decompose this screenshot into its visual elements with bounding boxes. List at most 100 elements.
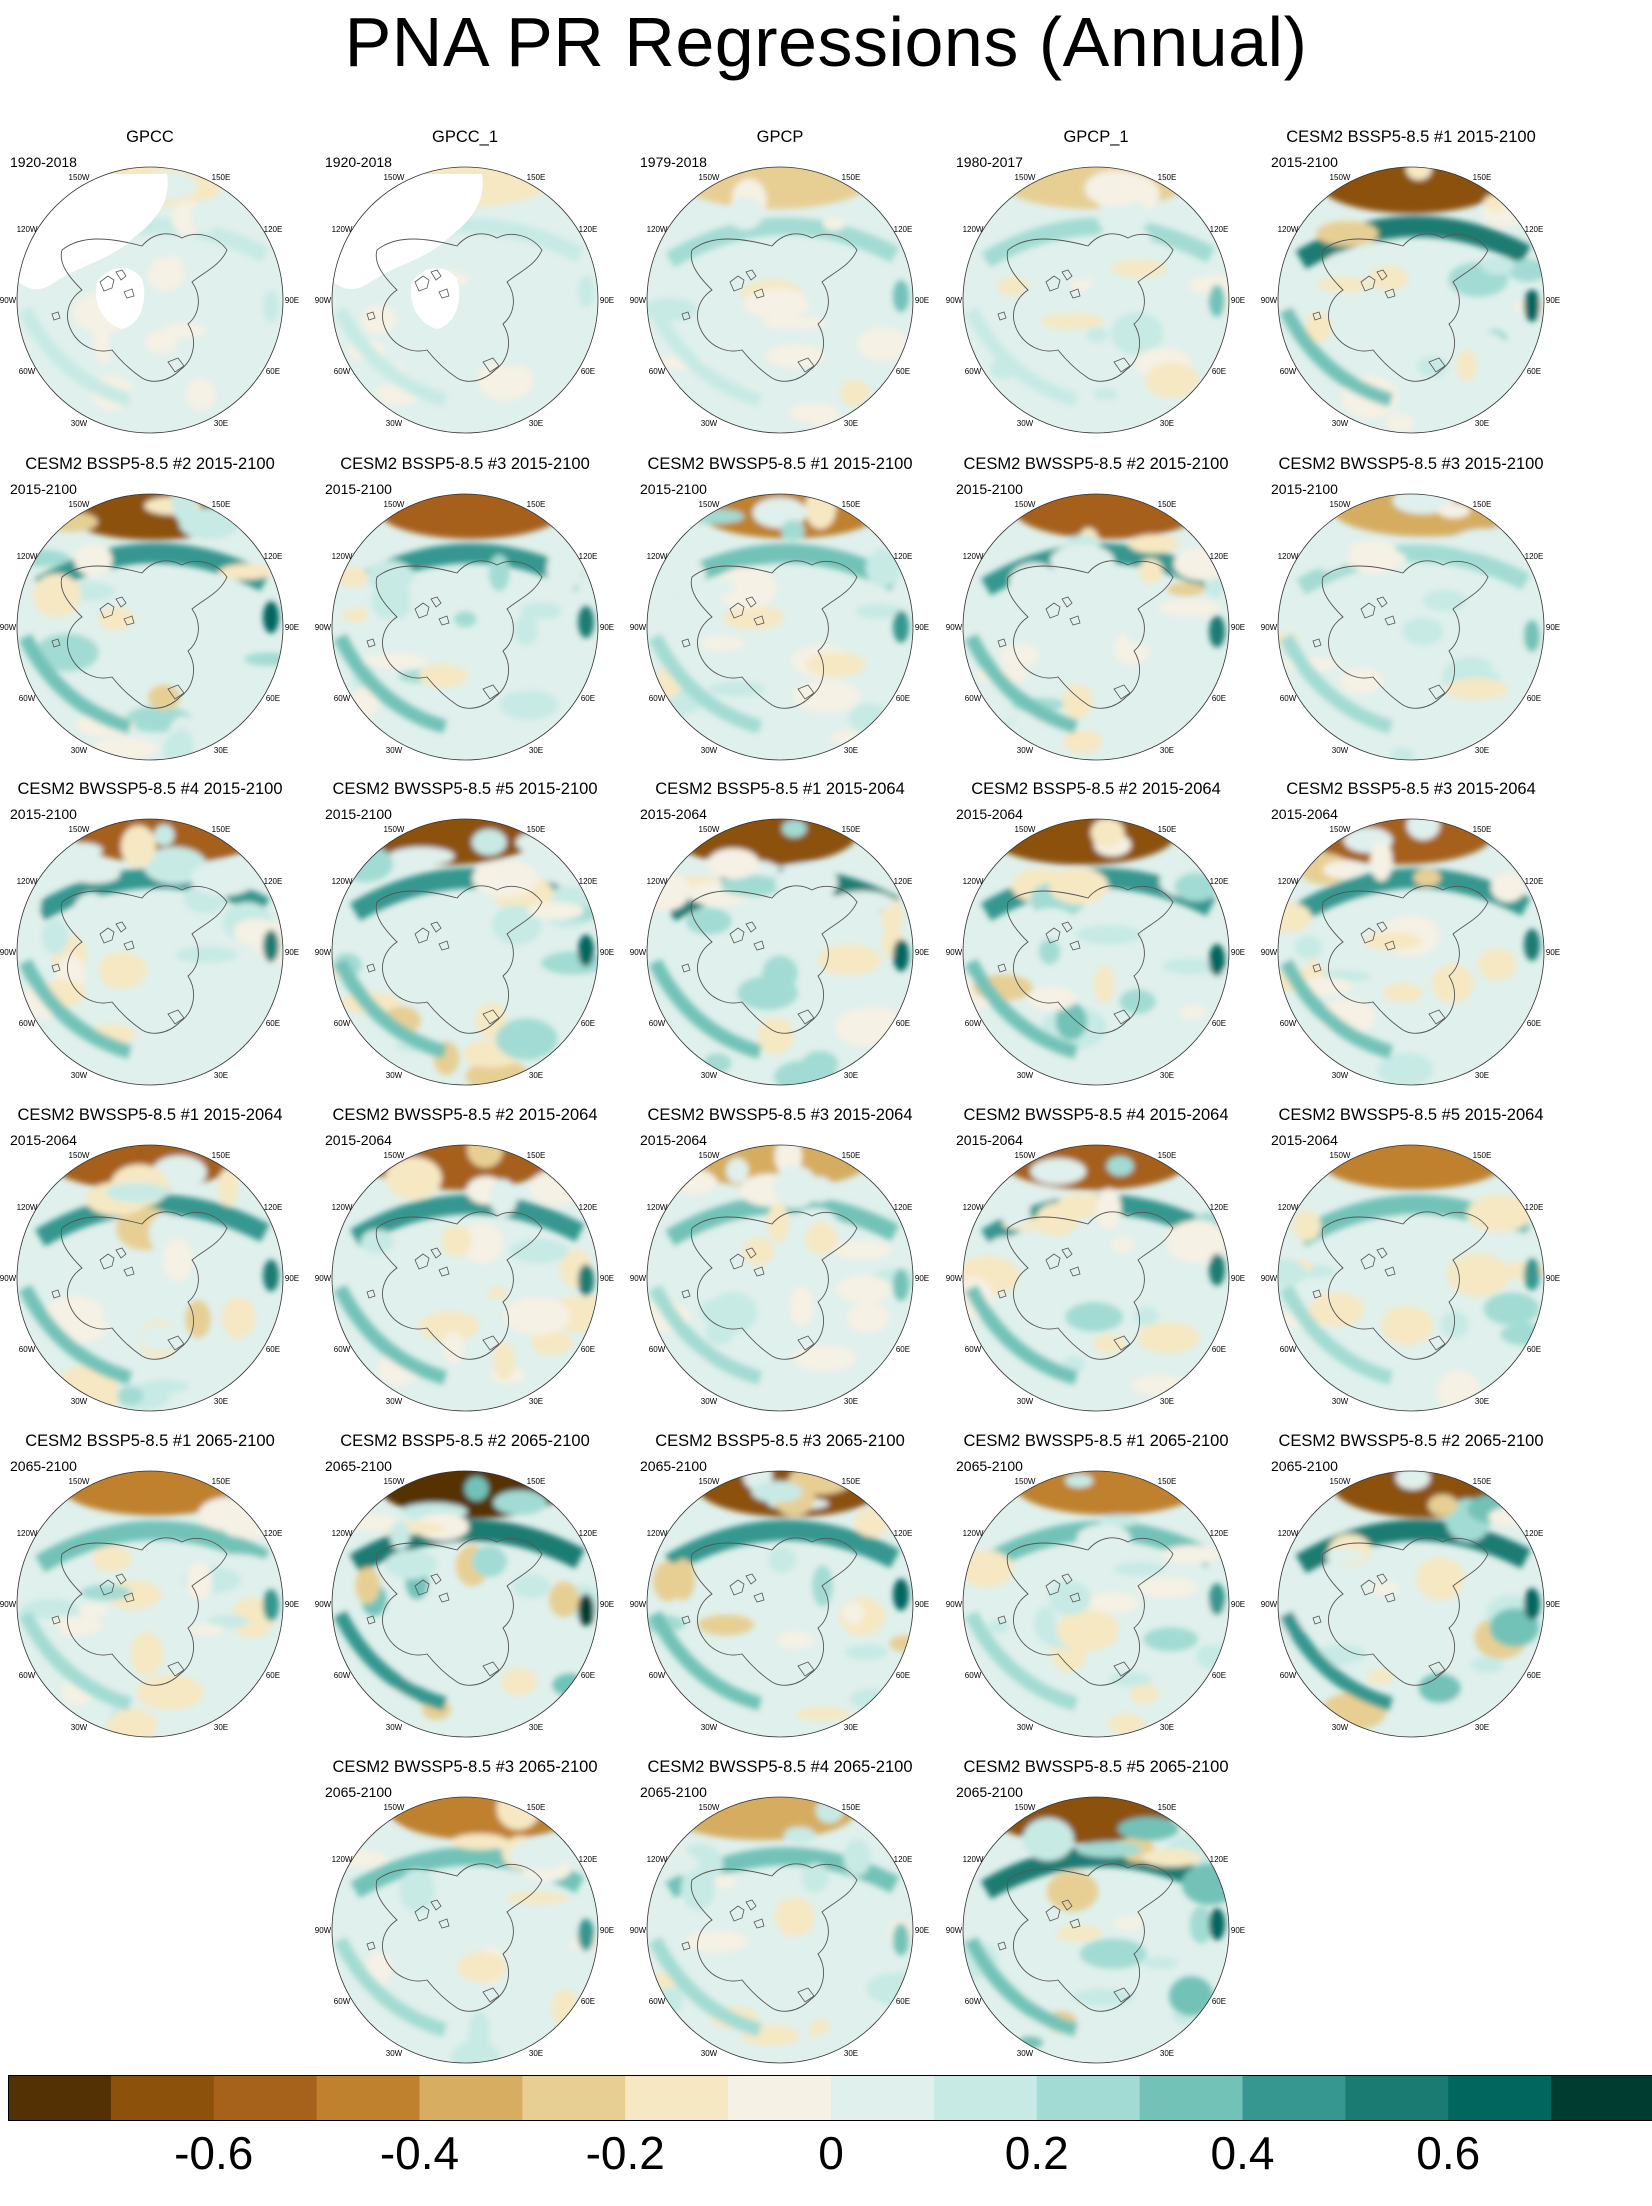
colorbar-swatch xyxy=(213,2075,318,2121)
coastline xyxy=(729,275,745,292)
anomaly-patch xyxy=(361,304,397,335)
anomaly-patch xyxy=(1372,321,1438,356)
anomaly-patch xyxy=(773,1165,818,1209)
anomaly-patch xyxy=(1145,362,1200,398)
longitude-label: 120E xyxy=(1210,877,1229,886)
longitude-label: 150W xyxy=(699,825,720,834)
longitude-label: 30W xyxy=(386,2049,403,2058)
longitude-label: 150E xyxy=(527,1477,546,1486)
longitude-label: 120W xyxy=(1278,225,1299,234)
longitude-label: 60E xyxy=(896,1345,910,1354)
longitude-label: 60W xyxy=(19,694,36,703)
anomaly-patch xyxy=(419,1311,480,1342)
anomaly-patch xyxy=(1183,970,1229,989)
anomaly-patch xyxy=(1043,1277,1078,1307)
coastline xyxy=(1045,1579,1061,1596)
longitude-label: 30W xyxy=(1017,1723,1034,1732)
polar-map: 180150E120E90E60E30E030W60W90W120W150W xyxy=(315,1144,614,1412)
longitude-label: 150W xyxy=(1015,173,1036,182)
longitude-label: 60E xyxy=(1212,1671,1226,1680)
longitude-label: 90W xyxy=(946,296,963,305)
anomaly-patch xyxy=(792,679,861,713)
anomaly-patch xyxy=(796,1707,851,1721)
longitude-label: 120W xyxy=(647,1203,668,1212)
coastline xyxy=(51,963,61,973)
coastline xyxy=(729,1253,745,1270)
longitude-label: 150W xyxy=(384,500,405,509)
longitude-label: 150E xyxy=(212,500,231,509)
anomaly-patch xyxy=(547,298,594,324)
anomaly-patch xyxy=(1483,194,1509,211)
anomaly-band xyxy=(18,633,132,734)
polar-map: 180150E120E90E60E30E030W60W90W120W150W xyxy=(630,493,929,761)
longitude-label: 60W xyxy=(1280,367,1297,376)
map-boundary xyxy=(646,1796,914,2064)
polar-map: 180150E120E90E60E30E030W60W90W120W150W xyxy=(630,1796,929,2064)
anomaly-patch xyxy=(678,863,700,877)
panel-title: CESM2 BSSP5-8.5 #1 2015-2064 xyxy=(655,780,905,798)
anomaly-patch xyxy=(1478,948,1517,981)
panel-title: CESM2 BWSSP5-8.5 #3 2015-2064 xyxy=(647,1106,913,1124)
longitude-label: 120E xyxy=(264,225,283,234)
anomaly-patch xyxy=(737,976,798,1010)
anomaly-patch xyxy=(442,1332,465,1364)
coastline xyxy=(745,269,757,281)
longitude-label: 30W xyxy=(1332,419,1349,428)
anomaly-patch xyxy=(59,1471,250,1516)
map-boundary xyxy=(1277,493,1545,761)
coastline xyxy=(729,602,745,619)
colorbar-tick-label: -0.6 xyxy=(174,2127,254,2179)
anomaly-patch xyxy=(389,846,455,866)
polar-map: 180150E120E90E60E30E030W60W90W120W150W xyxy=(315,166,614,434)
longitude-label: 30W xyxy=(71,419,88,428)
polar-map: 180150E120E90E60E30E030W60W90W120W150W xyxy=(1261,1470,1560,1738)
coastline xyxy=(1069,1592,1081,1603)
panel-title: CESM2 BSSP5-8.5 #3 2015-2100 xyxy=(340,455,590,473)
longitude-label: 150E xyxy=(212,825,231,834)
anomaly-patch xyxy=(1040,313,1104,330)
anomaly-patch xyxy=(1026,623,1048,646)
longitude-label: 30E xyxy=(844,419,858,428)
coastline xyxy=(60,233,228,382)
coastline xyxy=(430,1573,442,1585)
anomaly-patch xyxy=(454,611,477,628)
anomaly-patch xyxy=(1369,1581,1400,1596)
anomaly-patch xyxy=(438,232,484,253)
longitude-label: 150W xyxy=(384,1151,405,1160)
anomaly-patch xyxy=(1488,1506,1534,1528)
coastline xyxy=(414,275,430,292)
missing-data-area xyxy=(410,268,460,329)
colorbar-swatch xyxy=(1242,2075,1346,2121)
coastline xyxy=(414,1905,430,1922)
longitude-label: 90E xyxy=(1546,296,1560,305)
longitude-label: 120W xyxy=(332,1529,353,1538)
anomaly-patch xyxy=(185,1300,211,1338)
anomaly-patch xyxy=(446,338,488,355)
coastline xyxy=(1376,1247,1388,1259)
coastline xyxy=(430,596,442,608)
coastline xyxy=(1376,269,1388,281)
coastline xyxy=(438,1918,450,1929)
panel-title: CESM2 BWSSP5-8.5 #4 2015-2064 xyxy=(963,1106,1229,1124)
anomaly-patch xyxy=(1018,2036,1044,2049)
panel-title: CESM2 BWSSP5-8.5 #5 2015-2064 xyxy=(1278,1106,1544,1124)
anomaly-patch xyxy=(1014,1471,1205,1515)
anomaly-patch xyxy=(190,860,257,896)
anomaly-patch xyxy=(963,1550,1014,1588)
anomaly-patch xyxy=(184,981,225,999)
longitude-label: 120E xyxy=(579,552,598,561)
anomaly-patch xyxy=(847,1302,890,1333)
anomaly-patch xyxy=(1309,1292,1365,1327)
panel-title: CESM2 BSSP5-8.5 #2 2015-2064 xyxy=(971,780,1221,798)
coastline xyxy=(1384,1266,1396,1277)
anomaly-patch xyxy=(244,652,283,666)
coastline xyxy=(1061,1247,1073,1259)
coastline xyxy=(438,1266,450,1277)
longitude-label: 150W xyxy=(69,825,90,834)
anomaly-patch xyxy=(789,402,840,424)
anomaly-patch xyxy=(114,566,173,604)
map-panel: CESM2 BSSP5-8.5 #2 2015-21002015-2100180… xyxy=(0,455,308,761)
anomaly-patch xyxy=(866,1972,913,2006)
longitude-label: 60E xyxy=(581,1019,595,1028)
anomaly-patch xyxy=(1179,1005,1208,1020)
